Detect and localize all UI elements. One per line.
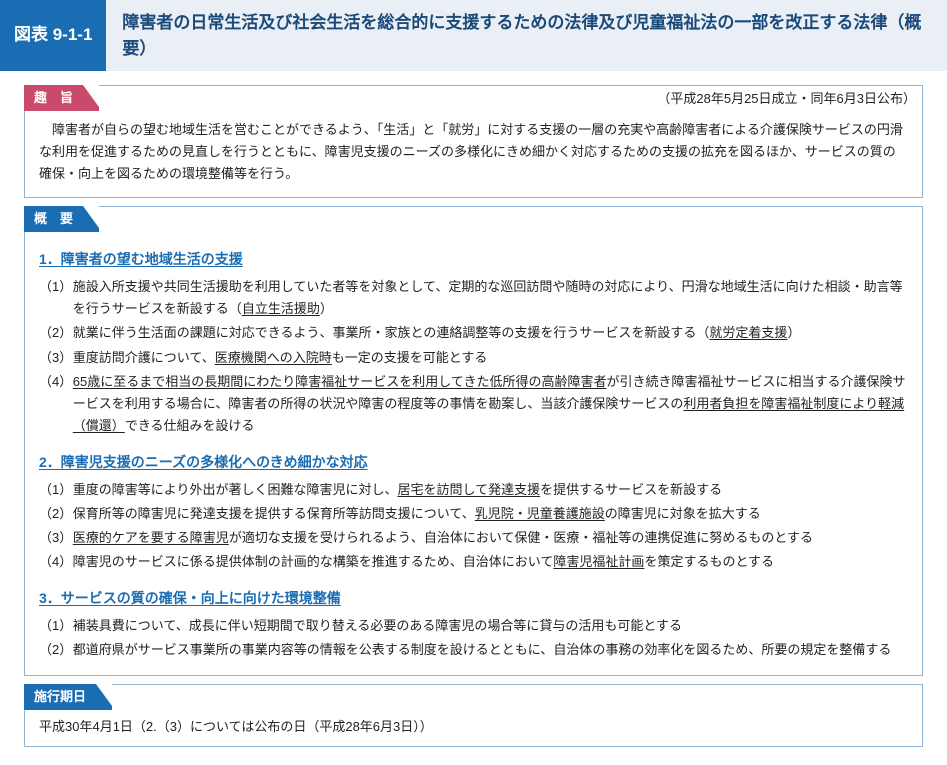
item-body: 保育所等の障害児に発達支援を提供する保育所等訪問支援について、乳児院・児童養護施… — [73, 503, 908, 525]
sec2-item-2: （2） 保育所等の障害児に発達支援を提供する保育所等訪問支援について、乳児院・児… — [39, 503, 908, 525]
item-body: 重度訪問介護について、医療機関への入院時も一定の支援を可能とする — [73, 347, 908, 369]
item-number: （2） — [39, 503, 73, 525]
item-body: 施設入所支援や共同生活援助を利用していた者等を対象として、定期的な巡回訪問や随時… — [73, 276, 908, 320]
item-number: （1） — [39, 615, 73, 637]
sec2-item-3: （3） 医療的ケアを要する障害児が適切な支援を受けられるよう、自治体において保健… — [39, 527, 908, 549]
item-body: 就業に伴う生活面の課題に対応できるよう、事業所・家族との連絡調整等の支援を行うサ… — [73, 322, 908, 344]
item-body: 医療的ケアを要する障害児が適切な支援を受けられるよう、自治体において保健・医療・… — [73, 527, 908, 549]
item-number: （3） — [39, 527, 73, 549]
sec1-item-1: （1） 施設入所支援や共同生活援助を利用していた者等を対象として、定期的な巡回訪… — [39, 276, 908, 320]
sec1-item-2: （2） 就業に伴う生活面の課題に対応できるよう、事業所・家族との連絡調整等の支援… — [39, 322, 908, 344]
effective-body: 平成30年4月1日（2.（3）については公布の日（平成28年6月3日）） — [39, 716, 908, 738]
sec2-item-1: （1） 重度の障害等により外出が著しく困難な障害児に対し、居宅を訪問して発達支援… — [39, 479, 908, 501]
page-body: 趣 旨 （平成28年5月25日成立・同年6月3日公布） 障害者が自らの望む地域生… — [0, 71, 947, 765]
sec2-item-4: （4） 障害児のサービスに係る提供体制の計画的な構築を推進するため、自治体におい… — [39, 551, 908, 573]
figure-label: 図表 9-1-1 — [0, 0, 106, 71]
item-body: 65歳に至るまで相当の長期間にわたり障害福祉サービスを利用してきた低所得の高齢障… — [73, 371, 908, 437]
item-body: 障害児のサービスに係る提供体制の計画的な構築を推進するため、自治体において障害児… — [73, 551, 908, 573]
figure-header: 図表 9-1-1 障害者の日常生活及び社会生活を総合的に支援するための法律及び児… — [0, 0, 947, 71]
purpose-body: 障害者が自らの望む地域生活を営むことができるよう、「生活」と「就労」に対する支援… — [39, 119, 908, 185]
item-body: 都道府県がサービス事業所の事業内容等の情報を公表する制度を設けるとともに、自治体… — [73, 639, 908, 661]
item-number: （1） — [39, 479, 73, 501]
effective-tag: 施行期日 — [24, 684, 112, 710]
item-number: （2） — [39, 639, 73, 661]
effective-date-section: 施行期日 平成30年4月1日（2.（3）については公布の日（平成28年6月3日）… — [24, 684, 923, 747]
sec3-heading: 3．サービスの質の確保・向上に向けた環境整備 — [39, 587, 908, 611]
sec3-item-2: （2） 都道府県がサービス事業所の事業内容等の情報を公表する制度を設けるとともに… — [39, 639, 908, 661]
item-number: （2） — [39, 322, 73, 344]
enactment-date: （平成28年5月25日成立・同年6月3日公布） — [657, 88, 922, 110]
sec2-heading: 2．障害児支援のニーズの多様化へのきめ細かな対応 — [39, 451, 908, 475]
purpose-section: 趣 旨 （平成28年5月25日成立・同年6月3日公布） 障害者が自らの望む地域生… — [24, 85, 923, 198]
item-number: （3） — [39, 347, 73, 369]
sec1-item-4: （4） 65歳に至るまで相当の長期間にわたり障害福祉サービスを利用してきた低所得… — [39, 371, 908, 437]
item-number: （1） — [39, 276, 73, 320]
item-number: （4） — [39, 371, 73, 437]
item-body: 重度の障害等により外出が著しく困難な障害児に対し、居宅を訪問して発達支援を提供す… — [73, 479, 908, 501]
overview-section: 概 要 1．障害者の望む地域生活の支援 （1） 施設入所支援や共同生活援助を利用… — [24, 206, 923, 676]
overview-tag: 概 要 — [24, 206, 99, 232]
item-number: （4） — [39, 551, 73, 573]
figure-title: 障害者の日常生活及び社会生活を総合的に支援するための法律及び児童福祉法の一部を改… — [106, 0, 947, 71]
sec1-item-3: （3） 重度訪問介護について、医療機関への入院時も一定の支援を可能とする — [39, 347, 908, 369]
purpose-tag: 趣 旨 — [24, 85, 99, 111]
sec3-item-1: （1） 補装具費について、成長に伴い短期間で取り替える必要のある障害児の場合等に… — [39, 615, 908, 637]
sec1-heading: 1．障害者の望む地域生活の支援 — [39, 248, 908, 272]
item-body: 補装具費について、成長に伴い短期間で取り替える必要のある障害児の場合等に貸与の活… — [73, 615, 908, 637]
